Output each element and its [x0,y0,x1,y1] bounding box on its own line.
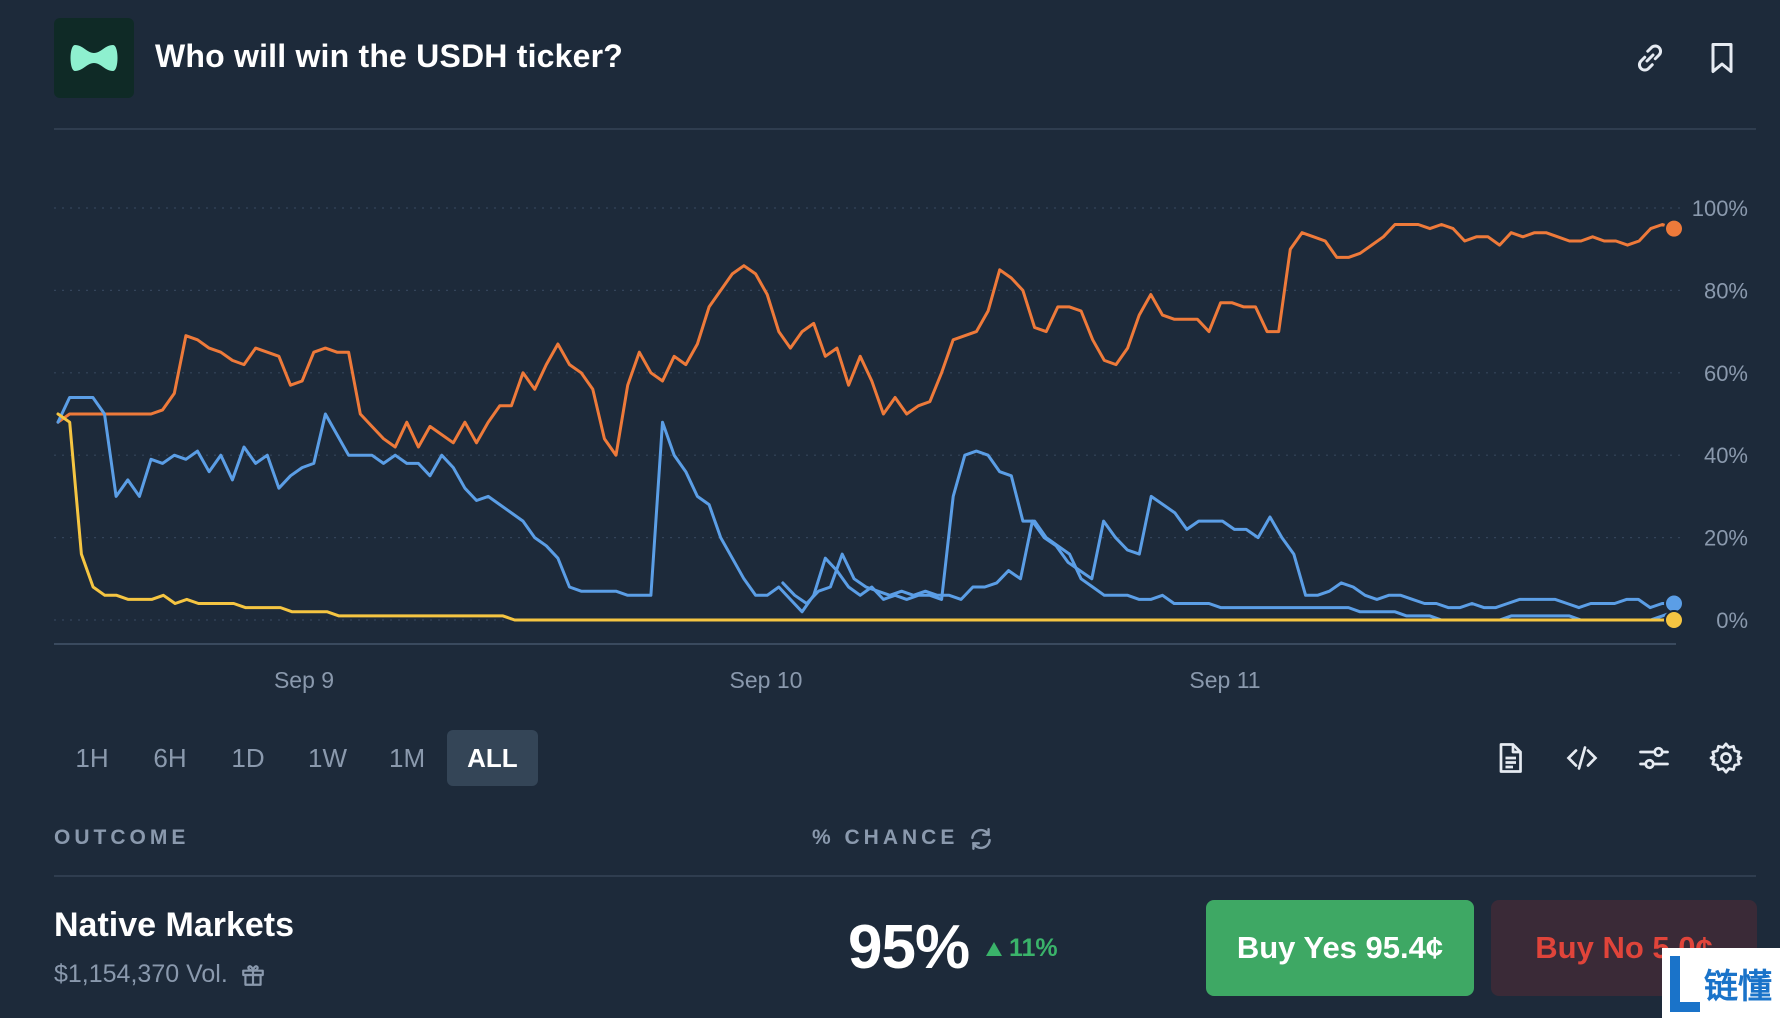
series-line-2 [781,494,1676,610]
range-6h-button[interactable]: 6H [153,742,187,773]
series-line-0 [56,223,1676,457]
y-tick-label: 40% [1704,443,1748,468]
x-tick-label: Sep 9 [274,667,334,693]
link-icon[interactable] [1632,40,1668,76]
delta-value: 11% [1009,934,1058,962]
range-all-button[interactable]: ALL [447,730,538,786]
y-tick-label: 80% [1704,278,1748,303]
time-range-selector: 1H 6H 1D 1W 1M ALL [54,730,540,786]
y-tick-label: 20% [1704,526,1748,551]
series-endpoint-2 [1664,593,1684,614]
table-divider [54,875,1756,877]
series-line-3 [56,412,1676,622]
embed-code-icon[interactable] [1564,740,1600,776]
buy-yes-button[interactable]: Buy Yes 95.4¢ [1206,900,1474,996]
sliders-icon[interactable] [1636,740,1672,776]
range-1d-button[interactable]: 1D [231,742,265,773]
market-title: Who will win the USDH ticker? [155,38,624,74]
settings-icon[interactable] [1708,740,1744,776]
market-header: Who will win the USDH ticker? [54,18,1754,98]
range-1m-button[interactable]: 1M [389,742,426,773]
brand-logo-icon [70,45,118,71]
bookmark-icon[interactable] [1704,40,1740,76]
watermark: 链懂 [1662,948,1780,1018]
series-line-1 [56,396,1676,622]
series-endpoint-3 [1664,610,1684,630]
outcome-volume: $1,154,370 Vol. [54,960,266,989]
y-tick-label: 60% [1704,361,1748,386]
outcome-column-header: OUTCOME [54,826,190,849]
price-chart[interactable]: 100% 80% 60% 40% 20% 0% Sep 9 Sep 10 Sep 11 [0,0,1780,700]
brand-logo[interactable] [54,18,134,98]
gift-icon[interactable] [240,962,266,988]
refresh-icon[interactable] [968,826,994,852]
series-endpoint-0 [1664,218,1684,239]
watermark-text: 链懂 [1704,966,1772,1007]
volume-text: $1,154,370 Vol. [54,960,228,988]
document-icon[interactable] [1492,740,1528,776]
chance-column-header: % CHANCE [812,826,959,849]
watermark-logo-icon [1670,956,1700,1012]
x-tick-label: Sep 11 [1189,667,1260,693]
range-1w-button[interactable]: 1W [308,742,347,773]
y-tick-label: 100% [1692,196,1748,221]
x-tick-label: Sep 10 [730,667,803,693]
outcome-name: Native Markets [54,906,295,944]
outcome-chance: 95% [848,913,970,982]
y-tick-label: 0% [1716,608,1748,633]
chart-svg: 100% 80% 60% 40% 20% 0% Sep 9 Sep 10 Sep 11 [54,196,1748,693]
triangle-up-icon [986,941,1002,956]
header-divider [54,128,1756,130]
range-1h-button[interactable]: 1H [75,742,109,773]
chance-delta: 11% [985,934,1058,963]
